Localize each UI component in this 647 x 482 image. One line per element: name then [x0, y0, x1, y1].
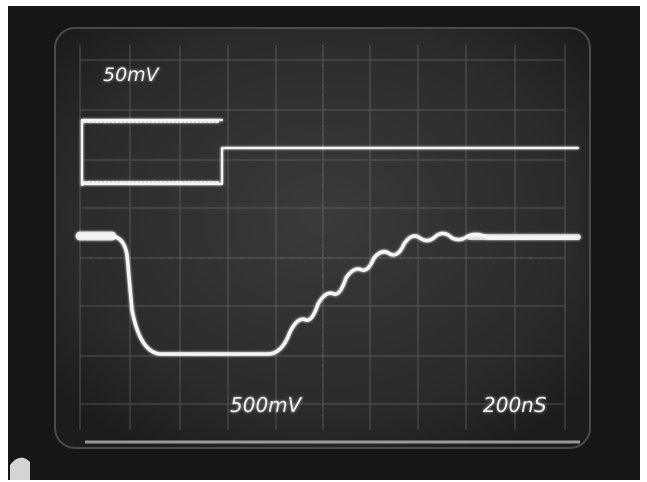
- channel2-scale-label: 500mV: [230, 393, 302, 417]
- center-axis: [80, 45, 565, 430]
- timebase-label: 200nS: [483, 393, 547, 417]
- channel1-scale-label: 50mV: [103, 64, 159, 86]
- channel1-trace: [80, 118, 580, 187]
- glare: [10, 457, 30, 480]
- channel2-trace: [78, 231, 580, 356]
